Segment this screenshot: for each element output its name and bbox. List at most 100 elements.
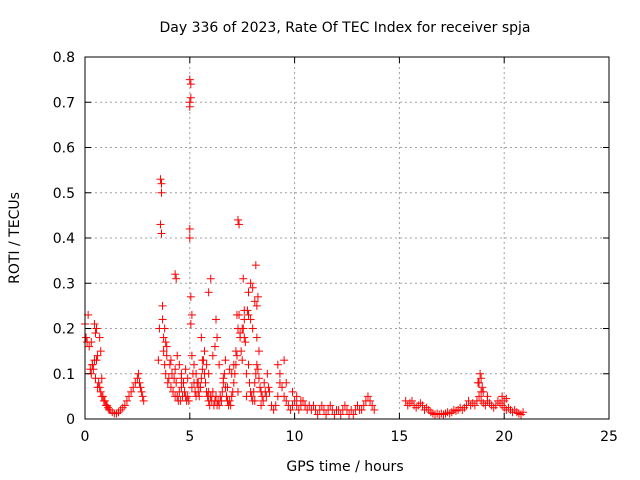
data-point [250,396,259,405]
data-point [138,392,147,401]
data-point [458,405,467,414]
data-point [187,383,196,392]
data-point [194,387,203,396]
data-point [197,374,206,383]
data-point [510,405,519,414]
data-point [234,215,243,224]
data-point [229,360,238,369]
data-point [198,356,207,365]
data-point [359,401,368,410]
data-point [252,333,261,342]
data-point [256,383,265,392]
data-point [177,383,186,392]
data-point [200,347,209,356]
data-point [232,351,241,360]
data-point [231,347,240,356]
data-point [89,365,98,374]
data-point [96,387,105,396]
y-tick-label: 0.4 [53,231,75,247]
data-point [175,360,184,369]
data-point [252,360,261,369]
data-point [260,378,269,387]
data-point [136,383,145,392]
data-point [470,401,479,410]
data-point [116,405,125,414]
data-point [282,378,291,387]
data-point [286,405,295,414]
data-point [370,405,379,414]
data-point [439,410,448,419]
data-point [464,396,473,405]
data-point [519,408,528,417]
data-point [477,374,486,383]
data-point [170,374,179,383]
data-point [157,229,166,238]
data-point [215,360,224,369]
data-point [204,387,213,396]
data-point [139,396,148,405]
data-point [206,392,215,401]
data-point [225,365,234,374]
data-point [280,392,289,401]
data-point [206,274,215,283]
data-point [468,399,477,408]
x-tick-label: 15 [390,429,408,445]
data-point [91,329,100,338]
data-point [239,274,248,283]
data-point [125,392,134,401]
x-tick-label: 0 [81,429,90,445]
data-point [485,399,494,408]
data-point [158,315,167,324]
data-point [97,374,106,383]
data-point [134,369,143,378]
data-point [137,387,146,396]
data-point [236,329,245,338]
data-point [196,383,205,392]
data-point [244,288,253,297]
data-point [129,383,138,392]
data-point [253,365,262,374]
data-point [202,360,211,369]
data-point [405,399,414,408]
data-point [219,374,228,383]
data-point [514,409,523,418]
data-point [496,399,505,408]
data-point [172,274,181,283]
data-point [240,306,249,315]
data-point [157,188,166,197]
data-point [133,374,142,383]
data-point [187,351,196,360]
x-tick-label: 10 [286,429,304,445]
data-point [357,405,366,414]
data-point [135,378,144,387]
data-point [259,396,268,405]
data-point [163,378,172,387]
data-point [253,292,262,301]
data-point [235,220,244,229]
data-point [221,356,230,365]
data-point [516,410,525,419]
data-point [240,333,249,342]
data-point [242,369,251,378]
data-point [162,351,171,360]
data-point [208,351,217,360]
data-point [412,403,421,412]
data-point [157,179,166,188]
data-point [95,383,104,392]
data-point [204,288,213,297]
data-point [95,333,104,342]
data-point [504,403,513,412]
data-point [160,324,169,333]
x-tick-label: 5 [185,429,194,445]
data-point [500,396,509,405]
data-point [292,392,301,401]
data-point [225,396,234,405]
data-point [165,360,174,369]
data-point [447,408,456,417]
y-tick-label: 0.1 [53,367,75,383]
data-point [159,347,168,356]
data-point [340,401,349,410]
data-point [249,387,258,396]
data-point [158,301,167,310]
